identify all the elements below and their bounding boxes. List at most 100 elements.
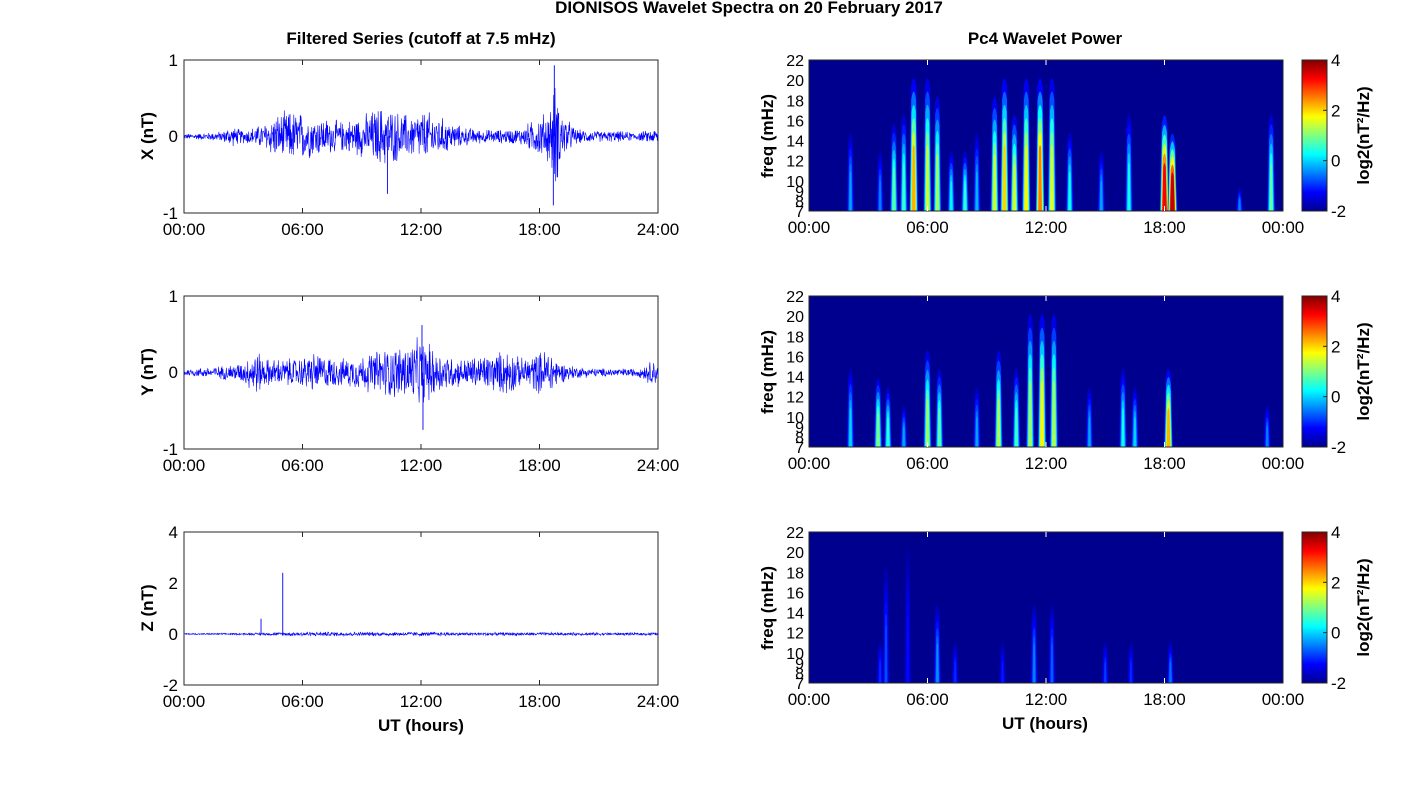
spec-burst-layer <box>1238 198 1241 211</box>
freq-tick-label: 8 <box>795 194 804 211</box>
freq-tick-label: 22 <box>786 289 804 306</box>
left-xlabel: UT (hours) <box>378 716 464 735</box>
time-tick-label: 00:00 <box>788 454 831 473</box>
spec-z-time-ticks: 00:00 06:00 12:00 18:00 00:00 <box>788 532 1305 709</box>
time-tick-label: 18:00 <box>518 456 561 475</box>
spec-burst-layer <box>1166 408 1171 447</box>
spec-burst-layer <box>876 412 880 447</box>
ts-z-ytick-0: 0 <box>169 625 178 644</box>
colorbar-tick-label: 0 <box>1331 152 1340 171</box>
time-tick-label: 00:00 <box>1262 690 1305 709</box>
spec-burst-layer <box>1104 661 1107 683</box>
right-column-title: Pc4 Wavelet Power <box>968 29 1123 48</box>
spec-burst-layer <box>1127 162 1131 211</box>
spec-y-colorbar: -2 0 2 4 log2(nT²/Hz) <box>1301 287 1373 457</box>
colorbar-tick-label: -2 <box>1331 674 1346 693</box>
time-tick-label: 24:00 <box>637 220 680 239</box>
time-tick-label: 18:00 <box>1143 218 1186 237</box>
time-tick-label: 00:00 <box>1262 218 1305 237</box>
freq-tick-label: 9 <box>795 656 804 673</box>
ts-y-frame <box>183 295 659 450</box>
freq-tick-label: 20 <box>786 545 804 562</box>
freq-tick-label: 20 <box>786 73 804 90</box>
freq-tick-label: 16 <box>786 349 804 366</box>
ts-y-ytick-max: 1 <box>169 287 178 306</box>
ts-z-ylabel: Z (nT) <box>138 584 157 631</box>
time-tick-label: 00:00 <box>1262 454 1305 473</box>
spec-burst-layer <box>975 416 979 447</box>
spec-burst-layer <box>1002 144 1007 211</box>
spec-x-image <box>809 60 1283 211</box>
spec-burst-layer <box>886 416 890 447</box>
spec-burst-layer <box>849 407 852 447</box>
time-tick-label: 18:00 <box>1143 454 1186 473</box>
ts-y-ylabel: Y (nT) <box>138 348 157 396</box>
time-tick-label: 12:00 <box>400 220 443 239</box>
spec-burst-layer <box>1001 661 1004 683</box>
freq-tick-label: 18 <box>786 329 804 346</box>
freq-tick-label: 7 <box>795 676 804 693</box>
freq-tick-label: 12 <box>786 390 804 407</box>
freq-tick-label: 7 <box>795 204 804 221</box>
figure-title: DIONISOS Wavelet Spectra on 20 February … <box>555 0 943 17</box>
ts-x-ytick-max: 1 <box>169 51 178 70</box>
ts-z-ytick-2: 2 <box>169 574 178 593</box>
freq-tick-label: 12 <box>786 626 804 643</box>
ts-trace-line <box>183 337 659 403</box>
freq-tick-label: 10 <box>786 410 804 427</box>
spec-background <box>809 60 1283 211</box>
colorbar-tick-label: 0 <box>1331 388 1340 407</box>
spec-burst-layer <box>884 625 888 683</box>
time-tick-label: 06:00 <box>906 454 949 473</box>
time-tick-label: 24:00 <box>637 456 680 475</box>
spec-burst-layer <box>935 153 939 211</box>
time-tick-label: 06:00 <box>281 220 324 239</box>
colorbar-tick-label: -2 <box>1331 438 1346 457</box>
spec-burst-layer <box>936 643 939 683</box>
colorbar-gradient <box>1301 531 1328 684</box>
spec-burst-layer <box>949 180 953 211</box>
freq-tick-label: 14 <box>786 370 804 387</box>
spec-burst-layer <box>1269 162 1273 211</box>
ts-z-trace <box>183 572 659 637</box>
freq-tick-label: 18 <box>786 565 804 582</box>
spec-burst-layer <box>879 661 882 683</box>
spec-z-image <box>809 532 1283 683</box>
time-tick-label: 00:00 <box>788 690 831 709</box>
ts-x-ytick-mid: 0 <box>169 127 178 146</box>
freq-tick-label: 10 <box>786 646 804 663</box>
spec-burst-layer <box>1100 180 1103 211</box>
ts-y-trace <box>183 325 659 430</box>
spec-burst-layer <box>911 144 916 211</box>
spec-burst-layer <box>1121 407 1125 447</box>
freq-tick-label: 14 <box>786 134 804 151</box>
spec-burst-layer <box>954 661 957 683</box>
spec-y-image <box>809 296 1283 447</box>
ts-trace-line <box>183 631 659 637</box>
freq-tick-label: 7 <box>795 440 804 457</box>
colorbar-tick-label: 2 <box>1331 337 1340 356</box>
freq-tick-label: 8 <box>795 666 804 683</box>
freq-tick-label: 22 <box>786 525 804 542</box>
freq-tick-label: 10 <box>786 174 804 191</box>
spec-burst-layer <box>963 180 967 211</box>
colorbar-tick-label: 4 <box>1331 523 1340 542</box>
time-tick-label: 00:00 <box>788 218 831 237</box>
freq-tick-label: 22 <box>786 53 804 70</box>
time-tick-label: 12:00 <box>1025 690 1068 709</box>
time-tick-label: 06:00 <box>906 218 949 237</box>
spec-x-ylabel: freq (mHz) <box>758 94 777 178</box>
spec-burst-layer <box>1012 162 1017 211</box>
freq-tick-label: 9 <box>795 420 804 437</box>
freq-tick-label: 8 <box>795 430 804 447</box>
spec-burst-layer <box>975 171 979 211</box>
colorbar-tick-label: 2 <box>1331 101 1340 120</box>
spec-burst-layer <box>1014 407 1018 447</box>
spec-burst-layer <box>1133 416 1137 447</box>
